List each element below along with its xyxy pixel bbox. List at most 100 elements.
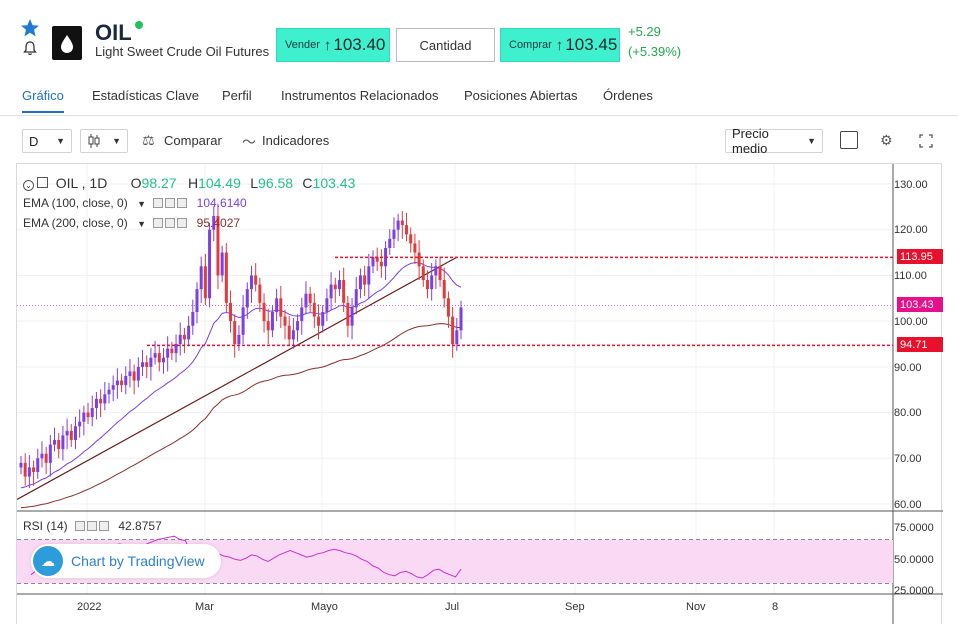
chart-type-select[interactable]: ▼ bbox=[80, 129, 128, 153]
close-icon[interactable] bbox=[177, 197, 188, 208]
caret-down-icon[interactable]: ▼ bbox=[137, 219, 146, 229]
low-label: L bbox=[250, 175, 259, 191]
candle-body bbox=[287, 325, 291, 340]
market-open-dot bbox=[135, 21, 143, 29]
indicator-actions[interactable] bbox=[75, 520, 111, 534]
candle-body bbox=[174, 344, 178, 354]
ohlc-legend: ⌄ OIL , 1D O98.27 H104.49 L96.58 C103.43 bbox=[23, 175, 355, 191]
price-tick: 130.00 bbox=[894, 179, 928, 191]
candle-body bbox=[270, 312, 274, 331]
candle-body bbox=[455, 330, 459, 344]
eye-icon[interactable] bbox=[153, 197, 164, 208]
caret-down-icon: ▼ bbox=[112, 136, 121, 146]
quantity-button[interactable]: Cantidad bbox=[396, 28, 495, 62]
close-value: 103.43 bbox=[312, 175, 356, 191]
close-icon[interactable] bbox=[99, 520, 110, 531]
price-tick: 60.00 bbox=[894, 499, 922, 511]
candle-body bbox=[275, 298, 279, 312]
price-chart[interactable]: ⌄ OIL , 1D O98.27 H104.49 L96.58 C103.43… bbox=[16, 163, 943, 624]
candle-body bbox=[149, 357, 153, 367]
candle-body bbox=[103, 394, 107, 404]
caret-down-icon: ▼ bbox=[56, 136, 65, 146]
candle-body bbox=[69, 430, 73, 440]
candle-body bbox=[208, 229, 212, 299]
arrow-up-icon: ↑ bbox=[323, 36, 332, 54]
collapse-icon[interactable]: ⌄ bbox=[23, 180, 34, 191]
candle-body bbox=[308, 293, 312, 303]
last-price-tag: 103.43 bbox=[897, 297, 943, 312]
eye-icon[interactable] bbox=[153, 217, 164, 228]
settings-icon[interactable] bbox=[87, 520, 98, 531]
price-tick: 80.00 bbox=[894, 407, 922, 419]
buy-label: Comprar bbox=[509, 39, 552, 51]
watermark-text: Chart by TradingView bbox=[71, 553, 205, 569]
tradingview-watermark[interactable]: ☁ Chart by TradingView bbox=[31, 544, 221, 578]
change-percent: (+5.39%) bbox=[628, 44, 682, 59]
tab-chart[interactable]: Gráfico bbox=[22, 88, 64, 113]
bell-icon[interactable] bbox=[22, 40, 38, 56]
ema200-value: 95.4027 bbox=[196, 216, 241, 230]
tab-related-instruments[interactable]: Instrumentos Relacionados bbox=[281, 88, 439, 103]
candle-body bbox=[312, 302, 316, 317]
candle-body bbox=[388, 238, 392, 248]
open-value: 98.27 bbox=[141, 175, 177, 191]
x-tick: 8 bbox=[772, 601, 779, 613]
settings-icon[interactable] bbox=[165, 197, 176, 208]
interval-select[interactable]: D ▼ bbox=[22, 129, 72, 153]
candle-body bbox=[40, 453, 44, 459]
buy-button[interactable]: Comprar ↑ 103.45 bbox=[500, 28, 620, 62]
snapshot-toggle[interactable] bbox=[840, 131, 858, 149]
candle-body bbox=[32, 467, 36, 472]
candle-body bbox=[350, 307, 354, 326]
indicators-button[interactable]: Indicadores bbox=[262, 133, 330, 148]
symbol-title: OIL bbox=[95, 20, 132, 45]
candle-body bbox=[73, 426, 77, 440]
candle-body bbox=[78, 421, 82, 427]
tab-key-stats[interactable]: Estadísticas Clave bbox=[92, 88, 199, 103]
tab-orders[interactable]: Órdenes bbox=[603, 88, 653, 103]
sell-button[interactable]: Vender ↑ 103.40 bbox=[276, 28, 390, 62]
caret-down-icon[interactable]: ▼ bbox=[137, 199, 146, 209]
candle-body bbox=[363, 275, 367, 285]
compare-button[interactable]: Comparar bbox=[164, 133, 222, 148]
gear-icon[interactable]: ⚙ bbox=[880, 132, 893, 148]
candle-body bbox=[459, 307, 463, 331]
eye-icon[interactable] bbox=[75, 520, 86, 531]
high-value: 104.49 bbox=[198, 175, 241, 191]
candle-body bbox=[400, 220, 404, 226]
tab-open-positions[interactable]: Posiciones Abiertas bbox=[464, 88, 578, 103]
trend-line bbox=[17, 256, 458, 500]
tab-profile[interactable]: Perfil bbox=[222, 88, 252, 103]
candle-body bbox=[392, 229, 396, 239]
settings-icon[interactable] bbox=[165, 217, 176, 228]
candle-body bbox=[161, 357, 165, 363]
x-tick: Nov bbox=[686, 601, 706, 613]
star-icon[interactable] bbox=[20, 18, 40, 38]
instrument-description: Light Sweet Crude Oil Futures bbox=[95, 44, 270, 59]
candle-body bbox=[317, 316, 321, 326]
buy-price: 103.45 bbox=[565, 35, 618, 54]
ema100-label: EMA (100, close, 0) bbox=[23, 196, 128, 210]
rsi-tick: 50.0000 bbox=[894, 554, 934, 566]
candle-body bbox=[333, 284, 337, 290]
candle-body bbox=[65, 430, 69, 436]
candle-body bbox=[90, 408, 94, 418]
instrument-header: OIL Light Sweet Crude Oil Futures Vender… bbox=[0, 0, 958, 80]
close-label: C bbox=[302, 175, 313, 191]
candles-icon bbox=[88, 134, 100, 148]
indicator-actions[interactable] bbox=[153, 197, 189, 211]
candle-body bbox=[19, 462, 23, 468]
candle-body bbox=[220, 252, 224, 276]
fullscreen-icon[interactable] bbox=[919, 134, 933, 148]
close-icon[interactable] bbox=[177, 217, 188, 228]
price-type-select[interactable]: Precio medio ▼ bbox=[725, 126, 823, 156]
ema100-line bbox=[20, 262, 462, 489]
compare-icon[interactable]: ⚖ bbox=[142, 132, 155, 148]
indicator-actions[interactable] bbox=[153, 217, 189, 231]
candle-body bbox=[245, 289, 249, 308]
candle-body bbox=[321, 312, 325, 326]
indicators-icon[interactable]: 〜 bbox=[242, 134, 256, 150]
candle-body bbox=[132, 371, 136, 381]
x-tick: 2022 bbox=[77, 601, 102, 613]
candle-body bbox=[61, 435, 65, 450]
